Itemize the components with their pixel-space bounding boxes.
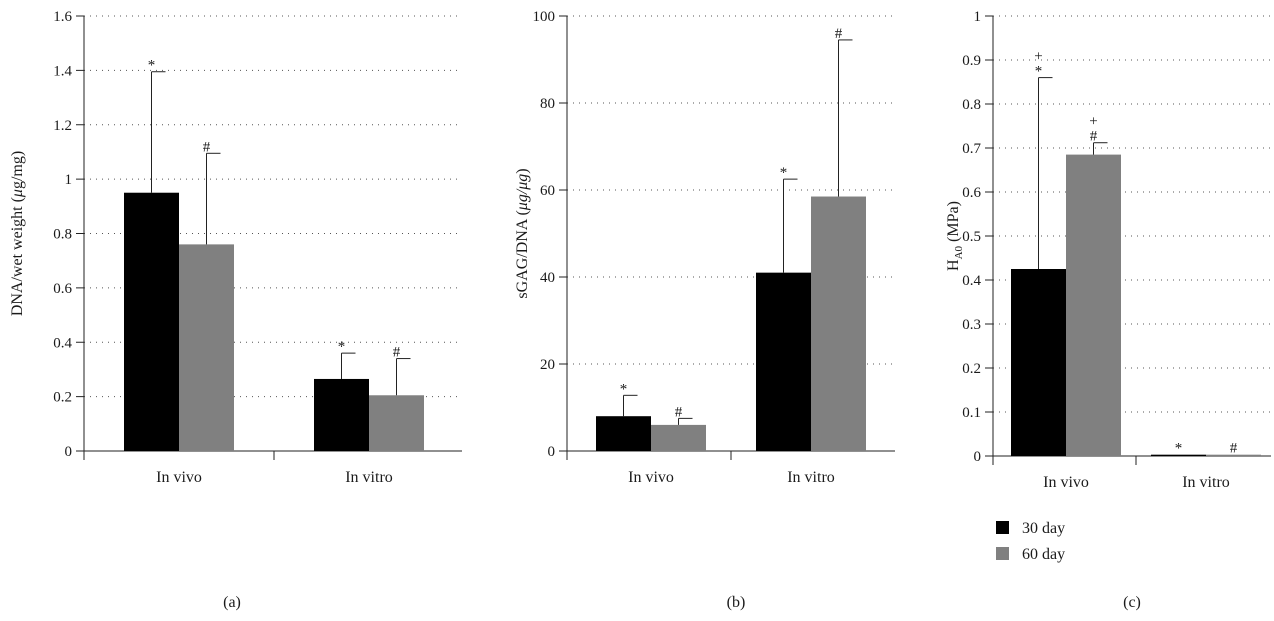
significance-plus-marker: + (1034, 49, 1042, 65)
y-tick-label: 1 (974, 9, 982, 25)
chart-panel-c: 0 0.1 0.2 0.3 0.4 0.5 0.6 0.7 0.8 0.9 1 In vivo In v… (945, 9, 1271, 611)
bar-30-day-in-vivo (124, 192, 179, 451)
bar-60-day-in-vivo (179, 244, 234, 451)
x-category-label: In vitro (787, 469, 835, 486)
y-tick-label: 0.5 (962, 229, 981, 245)
panel-label: (c) (1123, 594, 1141, 611)
bar-30-day-in-vivo (596, 416, 651, 451)
significance-marker: # (203, 139, 211, 155)
significance-marker: # (1090, 129, 1098, 145)
x-category-label: In vivo (628, 469, 674, 486)
significance-marker: # (393, 345, 401, 361)
bar-30-day-in-vitro (1151, 454, 1206, 456)
y-tick-label: 80 (540, 96, 555, 112)
bar-30-day-in-vivo (1011, 269, 1066, 456)
significance-marker: # (835, 26, 843, 42)
y-tick-label: 1.6 (53, 9, 72, 25)
y-tick-label: 0.7 (962, 141, 981, 157)
y-tick-label: 0.2 (962, 361, 981, 377)
legend-label: 60 day (1022, 546, 1065, 563)
bar-60-day-in-vitro (811, 196, 866, 451)
bar-60-day-in-vivo (651, 424, 706, 451)
legend: 30 day 60 day (996, 520, 1065, 563)
y-tick-label: 0.8 (53, 227, 72, 243)
y-axis-label: HA0 (MPa) (945, 201, 965, 271)
significance-marker: # (1230, 441, 1238, 457)
y-tick-label: 0.6 (53, 281, 72, 297)
y-tick-label: 0.4 (962, 273, 981, 289)
y-tick-label: 0.9 (962, 53, 981, 69)
significance-plus-marker: + (1089, 114, 1097, 130)
significance-marker: * (1035, 64, 1043, 80)
y-axis-label: sGAG/DNA (μg/μg) (514, 168, 531, 298)
significance-marker: * (1175, 441, 1183, 457)
y-tick-label: 60 (540, 183, 555, 199)
significance-marker: # (675, 404, 683, 420)
bar-30-day-in-vitro (314, 378, 369, 451)
y-tick-label: 0 (548, 444, 556, 460)
y-tick-label: 100 (533, 9, 556, 25)
y-tick-label: 0.2 (53, 390, 72, 406)
significance-marker: * (780, 165, 788, 181)
chart-panel-b: 0 20 40 60 80 100 In vivo In vitro * * # # sGAG/DNA … (514, 9, 895, 611)
bar-60-day-in-vitro (369, 395, 424, 451)
y-tick-label: 0.4 (53, 335, 72, 351)
y-tick-label: 20 (540, 357, 555, 373)
bar-60-day-in-vitro (1206, 454, 1261, 456)
bar-60-day-in-vivo (1066, 154, 1121, 456)
y-tick-label: 0.6 (962, 185, 981, 201)
significance-marker: * (338, 339, 346, 355)
legend-swatch (996, 547, 1009, 560)
significance-marker: * (148, 58, 156, 74)
y-tick-label: 1.2 (53, 118, 72, 134)
x-category-label: In vitro (345, 469, 393, 486)
x-category-label: In vivo (156, 469, 202, 486)
y-tick-label: 40 (540, 270, 555, 286)
bar-30-day-in-vitro (756, 272, 811, 451)
y-axis-label: DNA/wet weight (μg/mg) (9, 151, 26, 316)
y-tick-label: 0.3 (962, 317, 981, 333)
legend-swatch (996, 521, 1009, 534)
panel-label: (a) (223, 594, 241, 611)
x-category-label: In vitro (1182, 474, 1230, 491)
y-tick-label: 0.1 (962, 405, 981, 421)
y-tick-label: 0 (974, 449, 982, 465)
significance-marker: * (620, 381, 628, 397)
chart-panel-a: 0 0.2 0.4 0.6 0.8 1 1.2 1.4 1.6 In vivo In vitro * *… (9, 9, 462, 611)
y-tick-label: 0.8 (962, 97, 981, 113)
legend-label: 30 day (1022, 520, 1065, 537)
y-tick-label: 0 (65, 444, 73, 460)
panel-label: (b) (727, 594, 746, 611)
y-tick-label: 1.4 (53, 63, 72, 79)
y-tick-label: 1 (65, 172, 73, 188)
x-category-label: In vivo (1043, 474, 1089, 491)
